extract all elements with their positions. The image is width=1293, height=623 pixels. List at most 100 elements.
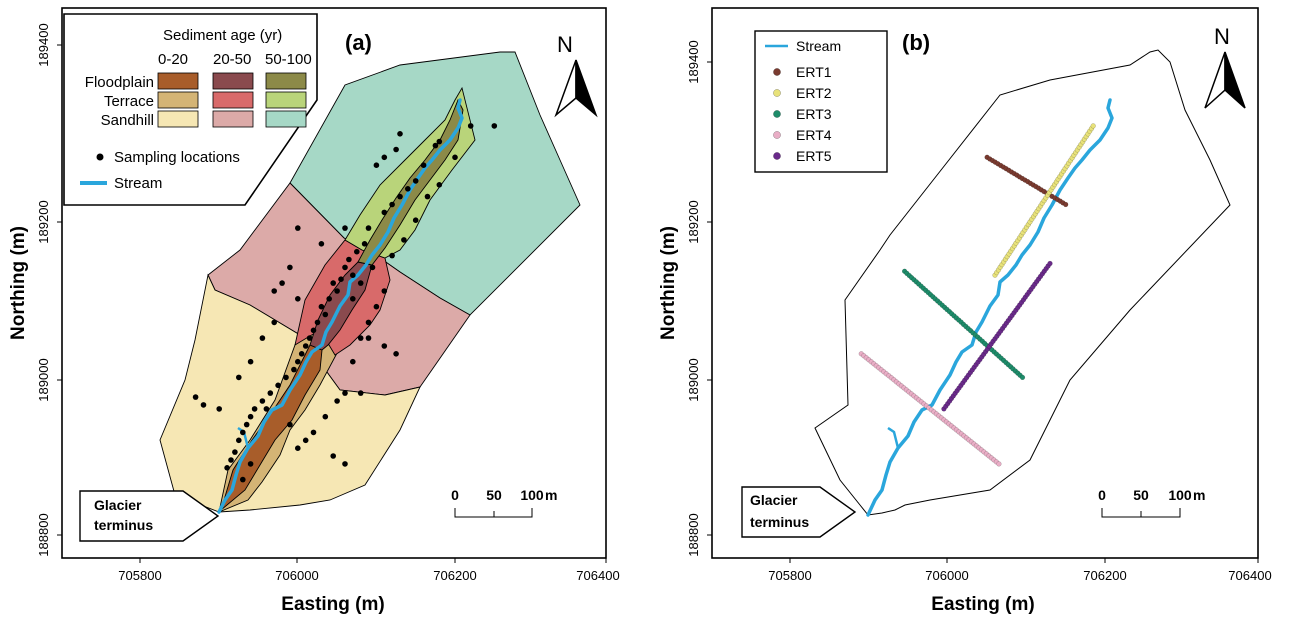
sampling-point	[365, 319, 372, 326]
scale-unit: m	[1193, 487, 1205, 503]
legend-row-sandhill: Sandhill	[101, 112, 154, 129]
sampling-point	[267, 390, 274, 396]
scale-label-50: 50	[486, 487, 502, 503]
sampling-point	[247, 358, 254, 365]
sampling-point	[346, 256, 352, 263]
north-arrow-icon: N	[554, 32, 598, 118]
sampling-point	[397, 131, 403, 137]
ert-point	[996, 461, 1002, 467]
scale-label-100: 100	[520, 487, 544, 503]
sampling-point	[393, 351, 399, 357]
y-axis-label: Northing (m)	[658, 226, 679, 340]
sampling-point	[216, 406, 222, 412]
sampling-point	[291, 366, 297, 373]
sampling-point	[432, 142, 439, 149]
legend-row-floodplain: Floodplain	[85, 74, 154, 91]
sampling-point	[310, 429, 317, 436]
scale-label-100: 100	[1168, 487, 1192, 503]
legend-title: Sediment age (yr)	[163, 27, 282, 44]
legend-marker-ert2	[773, 89, 781, 97]
legend-swatch	[265, 72, 307, 90]
sampling-point	[361, 241, 368, 247]
sampling-point	[491, 123, 498, 129]
x-tick-label: 706000	[925, 568, 968, 583]
sampling-point	[314, 319, 321, 326]
sampling-point	[334, 288, 340, 294]
sampling-point	[302, 437, 309, 444]
sampling-point	[295, 445, 301, 452]
legend-marker-ert1	[773, 68, 781, 76]
sampling-point	[424, 193, 431, 200]
sampling-point	[330, 280, 337, 286]
scale-label-50: 50	[1133, 487, 1149, 503]
ert-point	[1090, 123, 1096, 129]
legend-swatch	[157, 91, 199, 109]
stream-line	[217, 98, 464, 514]
sampling-point	[342, 225, 348, 231]
sampling-point	[381, 209, 388, 216]
stream-branch	[887, 426, 900, 449]
sampling-point	[259, 398, 266, 404]
legend-swatch	[265, 91, 307, 109]
sampling-point	[279, 280, 285, 286]
sampling-point	[350, 272, 356, 279]
sampling-point	[381, 154, 388, 161]
sampling-point	[310, 327, 317, 334]
legend-label-ert4: ERT4	[796, 127, 832, 143]
y-tick-label: 188800	[36, 513, 51, 556]
sampling-point	[232, 449, 238, 455]
y-tick-label: 188800	[686, 513, 701, 556]
legend-marker-ert4	[773, 131, 781, 139]
x-tick-label: 706200	[433, 568, 476, 583]
north-label: N	[557, 32, 573, 57]
legend-col-0-20: 0-20	[158, 51, 188, 68]
sampling-point	[318, 303, 325, 310]
sampling-point	[338, 276, 344, 283]
sampling-point-icon	[96, 153, 104, 161]
legend-b: Stream ERT1 ERT2 ERT3 ERT4 ERT5	[754, 30, 888, 173]
ert-survey-lines	[858, 123, 1096, 467]
sampling-point	[389, 201, 395, 208]
sampling-point	[228, 457, 234, 463]
legend-marker-ert5	[773, 152, 781, 160]
sampling-point	[420, 162, 427, 168]
glacier-label-line2: terminus	[750, 514, 809, 530]
sampling-point	[342, 264, 348, 271]
panel-b-ticks	[707, 61, 1259, 563]
sampling-point	[322, 413, 329, 420]
sampling-point	[436, 182, 443, 188]
sampling-point	[192, 394, 199, 400]
sampling-point	[298, 351, 305, 357]
x-tick-label: 705800	[768, 568, 811, 583]
sampling-point	[436, 138, 443, 145]
panel-b-map	[814, 49, 1231, 517]
legend-label-ert5: ERT5	[796, 148, 832, 164]
x-tick-label: 706000	[275, 568, 318, 583]
sampling-point	[381, 288, 388, 294]
legend-row-terrace: Terrace	[104, 93, 154, 110]
ert-line-ert2	[992, 123, 1096, 278]
sampling-point	[224, 465, 230, 471]
sampling-point	[389, 252, 395, 259]
panel-a-map	[159, 51, 581, 514]
legend-a: Sediment age (yr) 0-20 20-50 50-100 Floo…	[63, 13, 318, 206]
legend-ert-items: ERT1 ERT2 ERT3 ERT4 ERT5	[773, 64, 832, 164]
ert-line-ert3	[901, 268, 1026, 381]
glacier-label-line2: terminus	[94, 517, 153, 533]
scale-label-0: 0	[451, 487, 459, 503]
sampling-point	[271, 288, 278, 294]
y-tick-label: 189400	[686, 40, 701, 83]
legend-label-ert2: ERT2	[796, 85, 832, 101]
y-axis-label: Northing (m)	[8, 226, 29, 340]
legend-swatch	[212, 91, 254, 109]
sampling-point	[412, 178, 419, 184]
sampling-point	[306, 335, 313, 341]
glacier-terminus-callout: Glacier terminus	[79, 490, 220, 542]
legend-label-ert3: ERT3	[796, 106, 832, 122]
sampling-point	[412, 217, 419, 223]
sampling-point	[240, 429, 246, 436]
legend-swatch	[212, 72, 254, 90]
sampling-point	[283, 374, 289, 381]
sampling-point	[322, 311, 329, 318]
